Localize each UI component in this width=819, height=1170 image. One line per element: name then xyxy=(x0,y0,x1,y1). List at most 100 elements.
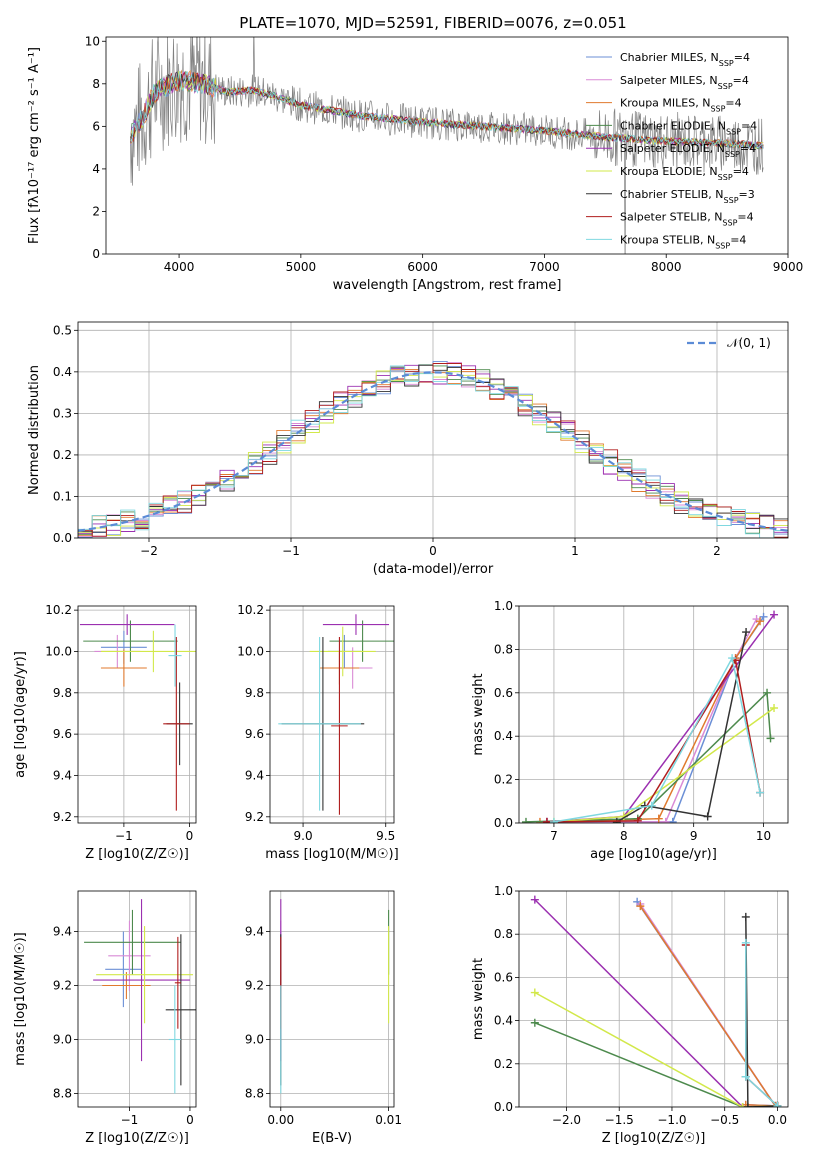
weight-point-marker xyxy=(741,912,750,921)
weight-age-ytick-label: 0.0 xyxy=(494,816,513,830)
mass-Z-panel: −1 0 8.8 9.0 9.2 9.4 Z [log10(Z/Z☉)] mass [log1… xyxy=(13,890,197,1146)
age-Z-xlabel: Z [log10(Z/Z☉)] xyxy=(85,847,189,862)
weight-point-marker xyxy=(766,734,775,743)
residuals-xtick-label: −1 xyxy=(282,544,300,558)
weight-series-line xyxy=(534,1022,778,1107)
age-mass-ytick-label: 10.0 xyxy=(237,644,264,658)
weight-series-line xyxy=(534,991,778,1107)
weight-point-marker xyxy=(521,817,530,823)
weight-point-marker xyxy=(612,817,621,823)
age-Z-frame xyxy=(77,605,197,824)
spectrum-ytick-label: 8 xyxy=(92,77,100,91)
mass-Z-ytick-label: 9.2 xyxy=(53,979,72,993)
weight-age-xtick-label: 7 xyxy=(550,829,558,843)
spectrum-ytick-label: 2 xyxy=(92,204,100,218)
age-mass-xtick-label: 9.0 xyxy=(294,829,313,843)
weight-point-marker xyxy=(530,988,539,997)
spectrum-ytick-label: 4 xyxy=(92,162,100,176)
weight-series-line xyxy=(553,655,761,823)
age-mass-ytick-label: 9.2 xyxy=(245,810,264,824)
weight-point-marker xyxy=(647,801,656,810)
mass-ebv-ytick-label: 9.0 xyxy=(245,1033,264,1047)
age-mass-frame xyxy=(269,605,395,824)
residuals-xtick-label: −2 xyxy=(140,544,158,558)
weight-series-line xyxy=(745,916,778,1107)
legend-nssp-value: =4 xyxy=(730,233,746,246)
histogram-step-line xyxy=(78,365,788,538)
legend-nssp-value: =4 xyxy=(737,211,753,224)
residuals-xtick-label: 1 xyxy=(571,544,579,558)
weight-age-xtick-label: 9 xyxy=(690,829,698,843)
weight-Z-ytick-label: 0.8 xyxy=(494,927,513,941)
age-mass-xlabel: mass [log10(M/M☉)] xyxy=(265,847,398,862)
legend-ssp-subscript: SSP xyxy=(722,218,737,227)
age-mass-xtick-label: 9.5 xyxy=(376,829,395,843)
legend-nssp-value: =4 xyxy=(734,51,750,64)
weight-point-marker xyxy=(743,1103,752,1107)
age-mass-ytick-label: 9.6 xyxy=(245,727,264,741)
mass-ebv-xtick-label: 0.01 xyxy=(375,1113,402,1127)
residuals-xlabel: (data-model)/error xyxy=(373,562,494,577)
weight-series-line xyxy=(616,631,747,823)
mass-ebv-ytick-label: 8.8 xyxy=(245,1087,264,1101)
mass-Z-xtick-label: 0 xyxy=(186,1113,194,1127)
weight-age-xlabel: age [log10(age/yr)] xyxy=(590,847,717,862)
mass-Z-xtick-label: −1 xyxy=(121,1113,139,1127)
weight-Z-ytick-label: 0.2 xyxy=(494,1057,513,1071)
weight-age-xtick-label: 10 xyxy=(756,829,771,843)
weight-Z-panel: −2.0 −1.5 −1.0 −0.5 0.0 0.0 0.2 0.4 0.6 0.8 1.0 Z [… xyxy=(471,884,789,1146)
weight-Z-ytick-label: 1.0 xyxy=(494,884,513,898)
residuals-legend: 𝒩(0, 1) xyxy=(687,336,771,350)
age-mass-plot-area xyxy=(270,606,394,823)
spectrum-ytick-label: 10 xyxy=(85,34,100,48)
legend-entry: Kroupa STELIB, NSSP=4 xyxy=(620,233,746,250)
residuals-ytick-label: 0.5 xyxy=(53,323,72,337)
weight-point-marker xyxy=(728,654,737,663)
weight-age-ytick-label: 0.4 xyxy=(494,729,513,743)
age-Z-ytick-label: 9.4 xyxy=(53,768,72,782)
legend-entry: Kroupa MILES, NSSP=4 xyxy=(620,97,742,114)
legend-ssp-subscript: SSP xyxy=(710,104,725,113)
weight-age-panel: 7 8 9 10 0.0 0.2 0.4 0.6 0.8 1.0 age [log10(age/yr… xyxy=(471,599,789,862)
weight-point-marker xyxy=(756,788,765,797)
spectrum-xtick-label: 4000 xyxy=(164,260,195,274)
weight-point-marker xyxy=(703,812,712,821)
residuals-xtick-label: 2 xyxy=(713,544,721,558)
age-Z-ylabel: age [log10(age/yr)] xyxy=(13,651,28,778)
age-mass-ytick-label: 9.4 xyxy=(245,768,264,782)
spectrum-ytick-label: 0 xyxy=(92,247,100,261)
weight-Z-ytick-label: 0.6 xyxy=(494,970,513,984)
weight-point-marker xyxy=(756,617,765,626)
residuals-ytick-label: 0.0 xyxy=(53,531,72,545)
spectrum-ylabel: Flux [fλ10⁻¹⁷ erg cm⁻² s⁻¹ A⁻¹] xyxy=(27,47,42,244)
mass-ebv-xlabel: E(B-V) xyxy=(312,1131,352,1146)
mass-Z-ytick-label: 9.0 xyxy=(53,1033,72,1047)
spectrum-legend: Chabrier MILES, NSSP=4 Salpeter MILES, NS… xyxy=(586,51,757,250)
legend-ssp-subscript: SSP xyxy=(724,195,739,204)
weight-series-line xyxy=(639,905,777,1107)
spectrum-xtick-label: 8000 xyxy=(651,260,682,274)
legend-entry: Chabrier ELODIE, NSSP=4 xyxy=(620,119,757,136)
mass-ebv-panel: 0.00 0.01 8.8 9.0 9.2 9.4 E(B-V) xyxy=(245,890,402,1146)
age-Z-ytick-label: 9.2 xyxy=(53,810,72,824)
weight-point-marker xyxy=(770,610,779,619)
age-mass-ytick-label: 9.8 xyxy=(245,686,264,700)
spectrum-model-line xyxy=(130,70,764,151)
weight-Z-ytick-label: 0.0 xyxy=(494,1100,513,1114)
weight-Z-xlabel: Z [log10(Z/Z☉)] xyxy=(602,1131,706,1146)
legend-nssp-value: =4 xyxy=(740,142,756,155)
spectrum-model-line xyxy=(130,71,764,150)
weight-age-frame xyxy=(518,605,789,824)
gaussian-curve xyxy=(78,371,788,532)
weight-point-marker xyxy=(530,1018,539,1027)
weight-Z-frame xyxy=(518,890,789,1108)
legend-ssp-subscript: SSP xyxy=(715,241,730,250)
residuals-ytick-label: 0.4 xyxy=(53,365,72,379)
weight-point-marker xyxy=(668,817,677,823)
mass-Z-ylabel: mass [log10(M/M☉)] xyxy=(13,932,28,1065)
legend-nssp-value: =4 xyxy=(733,74,749,87)
weight-age-ytick-label: 0.8 xyxy=(494,642,513,656)
weight-point-marker xyxy=(742,628,751,637)
weight-age-ytick-label: 0.6 xyxy=(494,686,513,700)
age-Z-ytick-label: 10.0 xyxy=(45,644,72,658)
